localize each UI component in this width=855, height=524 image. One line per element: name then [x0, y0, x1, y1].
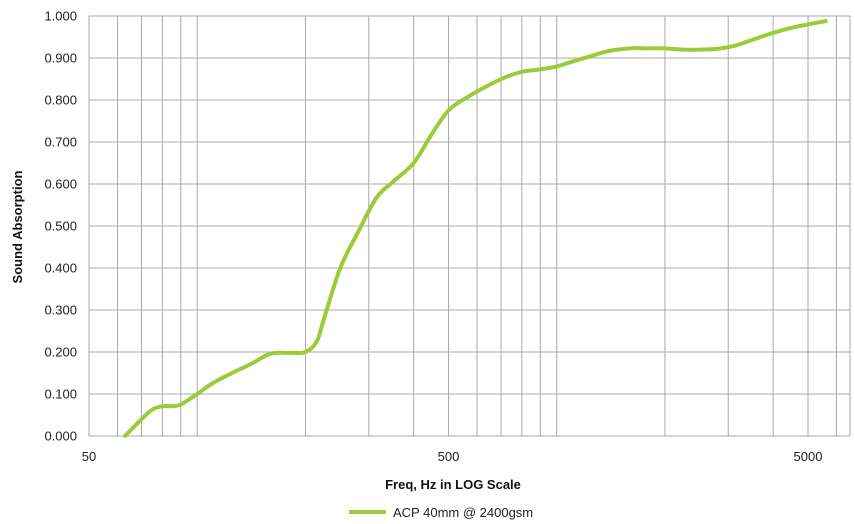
y-tick-label-7: 0.700 [44, 135, 77, 150]
y-axis-title: Sound Absorption [10, 170, 25, 283]
y-tick-labels: 0.000 0.100 0.200 0.300 0.400 0.500 0.600 0.700… [44, 9, 77, 444]
data-point-0-42 [824, 19, 828, 23]
data-point-0-39 [771, 31, 775, 35]
data-point-0-25 [520, 70, 524, 74]
data-point-0-15 [338, 266, 342, 270]
x-tick-label-0: 50 [82, 449, 96, 464]
data-point-0-32 [646, 46, 650, 50]
data-point-0-30 [607, 49, 611, 53]
x-tick-label-2: 5000 [794, 449, 823, 464]
data-point-0-3 [160, 404, 164, 408]
data-point-0-41 [806, 22, 810, 26]
data-point-0-40 [790, 26, 794, 30]
data-point-0-24 [501, 76, 505, 80]
data-point-0-8 [230, 371, 234, 375]
data-point-0-13 [315, 340, 319, 344]
series-lines [123, 19, 828, 438]
data-point-0-29 [590, 54, 594, 58]
series-line-0 [123, 19, 828, 438]
data-point-0-22 [464, 96, 468, 100]
data-point-0-6 [195, 392, 199, 396]
data-point-0-10 [269, 352, 273, 356]
legend: ACP 40mm @ 2400gsm [349, 505, 533, 520]
y-tick-label-4: 0.400 [44, 261, 77, 276]
data-point-0-18 [391, 180, 395, 184]
data-point-0-33 [663, 46, 667, 50]
data-point-0-14 [322, 317, 326, 321]
data-point-0-17 [374, 196, 378, 200]
data-point-0-9 [248, 363, 252, 367]
y-tick-label-8: 0.800 [44, 93, 77, 108]
x-axis-title: Freq, Hz in LOG Scale [385, 477, 521, 492]
data-point-0-12 [303, 350, 307, 354]
y-tick-label-3: 0.300 [44, 303, 77, 318]
data-point-0-37 [734, 43, 738, 47]
y-tick-label-6: 0.600 [44, 177, 77, 192]
data-point-0-2 [150, 408, 154, 412]
x-tick-label-1: 500 [438, 449, 460, 464]
data-point-0-36 [715, 47, 719, 51]
data-point-0-5 [179, 403, 183, 407]
data-point-0-20 [430, 132, 434, 136]
data-point-0-4 [170, 404, 174, 408]
y-tick-label-5: 0.500 [44, 219, 77, 234]
data-point-0-28 [572, 59, 576, 63]
data-point-0-23 [483, 85, 487, 89]
legend-label: ACP 40mm @ 2400gsm [393, 505, 533, 520]
data-point-0-19 [412, 161, 416, 165]
data-point-0-11 [287, 351, 291, 355]
data-point-0-21 [447, 109, 451, 113]
y-tick-label-9: 0.900 [44, 51, 77, 66]
y-tick-label-10: 1.000 [44, 9, 77, 24]
data-point-0-16 [356, 230, 360, 234]
y-tick-label-0: 0.000 [44, 429, 77, 444]
data-point-0-34 [681, 48, 685, 52]
data-point-0-1 [140, 417, 144, 421]
data-point-0-38 [753, 37, 757, 41]
data-point-0-7 [210, 382, 214, 386]
data-point-0-31 [628, 46, 632, 50]
y-tick-label-2: 0.200 [44, 345, 77, 360]
data-point-0-0 [123, 434, 127, 438]
data-point-0-35 [698, 48, 702, 52]
grid-lines [88, 15, 851, 437]
data-point-0-26 [538, 67, 542, 71]
data-point-0-27 [555, 64, 559, 68]
x-tick-labels: 50 500 5000 [82, 449, 823, 464]
y-tick-label-1: 0.100 [44, 387, 77, 402]
